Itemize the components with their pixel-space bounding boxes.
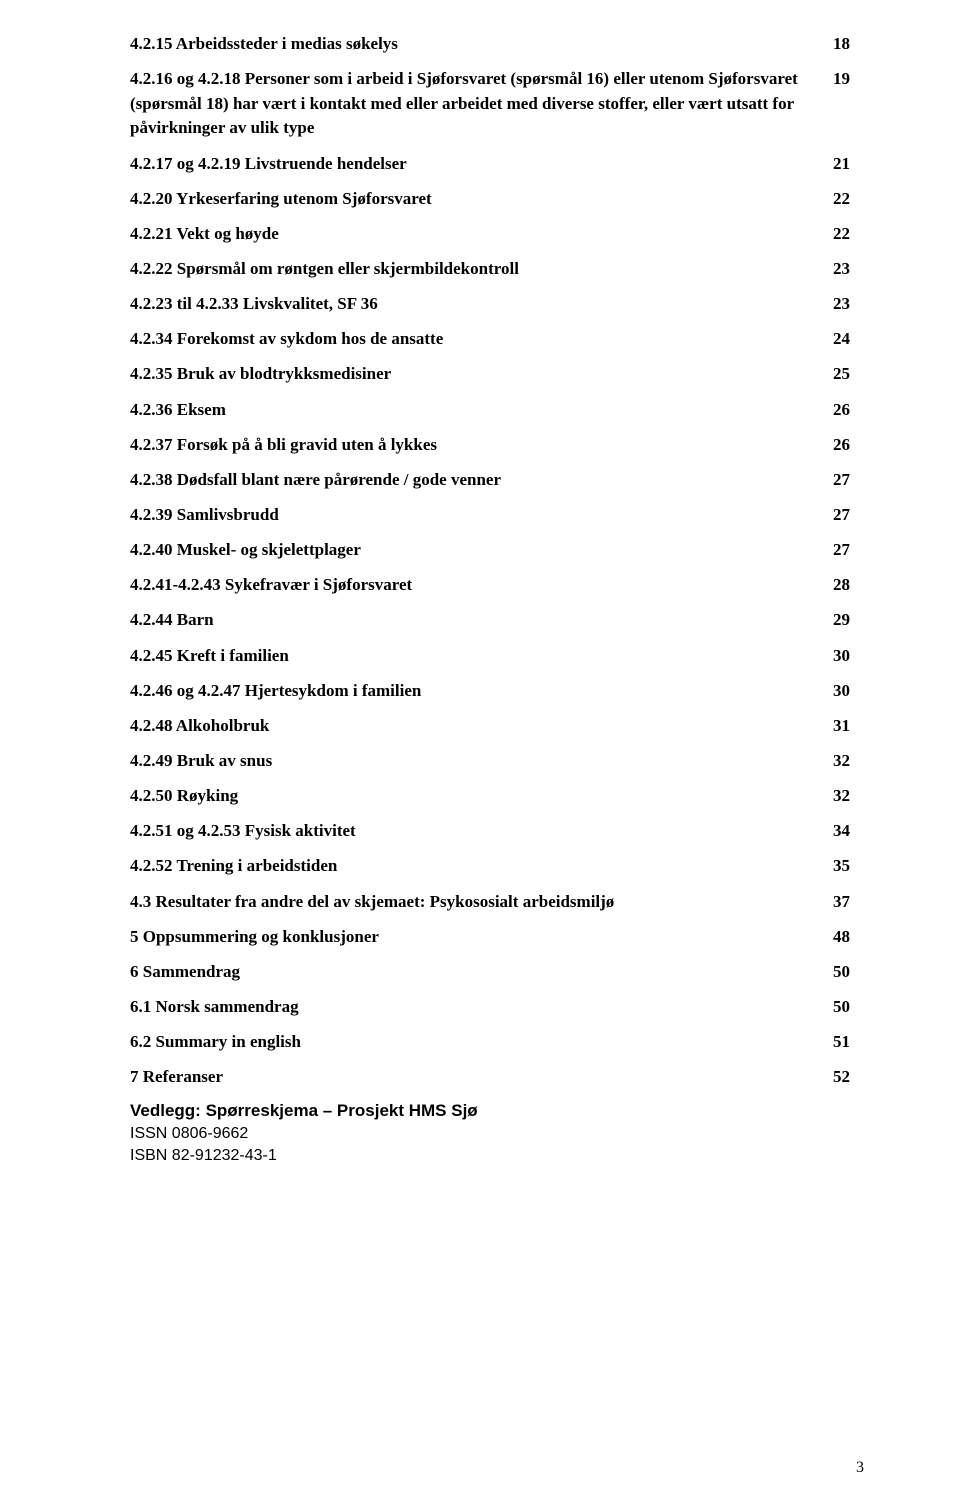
toc-entry-label: 4.2.40 Muskel- og skjelettplager [130,538,826,563]
toc-entry: 4.2.21 Vekt og høyde22 [130,222,850,247]
toc-entry: 4.2.45 Kreft i familien30 [130,644,850,669]
toc-entry-page: 30 [826,644,850,669]
toc-entry-page: 22 [826,222,850,247]
toc-entry-page: 26 [826,433,850,458]
toc-entry: 4.2.17 og 4.2.19 Livstruende hendelser21 [130,152,850,177]
toc-entry-label: 4.2.45 Kreft i familien [130,644,826,669]
toc-entry-label: 4.2.51 og 4.2.53 Fysisk aktivitet [130,819,826,844]
toc-entry: 4.2.39 Samlivsbrudd27 [130,503,850,528]
toc-entry: 4.2.22 Spørsmål om røntgen eller skjermb… [130,257,850,282]
toc-entry-label: 4.2.20 Yrkeserfaring utenom Sjøforsvaret [130,187,826,212]
toc-entry: 4.2.40 Muskel- og skjelettplager27 [130,538,850,563]
toc-entry: 4.2.50 Røyking32 [130,784,850,809]
toc-entry-label: 4.2.52 Trening i arbeidstiden [130,854,826,879]
toc-entry-page: 35 [826,854,850,879]
isbn-line: ISBN 82-91232-43-1 [130,1145,850,1167]
toc-entry-label: 4.2.17 og 4.2.19 Livstruende hendelser [130,152,826,177]
toc-entry-page: 19 [826,67,850,92]
toc-entry-label: 4.2.22 Spørsmål om røntgen eller skjermb… [130,257,826,282]
toc-entry-page: 22 [826,187,850,212]
toc-entry-label: 4.2.49 Bruk av snus [130,749,826,774]
toc-entry-label: 4.2.41-4.2.43 Sykefravær i Sjøforsvaret [130,573,826,598]
toc-entry-label: 6.2 Summary in english [130,1030,826,1055]
toc-entry-label: 6.1 Norsk sammendrag [130,995,826,1020]
toc-entry-page: 21 [826,152,850,177]
toc-entry-label: 4.2.38 Dødsfall blant nære pårørende / g… [130,468,826,493]
toc-entry: 4.2.15 Arbeidssteder i medias søkelys18 [130,32,850,57]
toc-entry-label: 4.2.15 Arbeidssteder i medias søkelys [130,32,826,57]
toc-entry: 4.2.49 Bruk av snus32 [130,749,850,774]
toc-entry: 4.2.41-4.2.43 Sykefravær i Sjøforsvaret2… [130,573,850,598]
toc-entry-label: 4.3 Resultater fra andre del av skjemaet… [130,890,826,915]
toc-entry-page: 31 [826,714,850,739]
toc-entry: 4.2.51 og 4.2.53 Fysisk aktivitet34 [130,819,850,844]
toc-entry: 4.2.52 Trening i arbeidstiden35 [130,854,850,879]
toc-entry: 4.2.46 og 4.2.47 Hjertesykdom i familien… [130,679,850,704]
toc-entry: 4.3 Resultater fra andre del av skjemaet… [130,890,850,915]
toc-entry-label: 4.2.44 Barn [130,608,826,633]
toc-entry-page: 18 [826,32,850,57]
toc-entry-page: 37 [826,890,850,915]
toc-entry-page: 24 [826,327,850,352]
toc-entry-page: 27 [826,503,850,528]
toc-entry-page: 52 [826,1065,850,1090]
toc-entry-page: 32 [826,749,850,774]
toc-entry-page: 26 [826,398,850,423]
toc-entry-label: 6 Sammendrag [130,960,826,985]
toc-entry-page: 50 [826,995,850,1020]
toc-entry-label: 4.2.50 Røyking [130,784,826,809]
toc-entry-label: 7 Referanser [130,1065,826,1090]
toc-entry-label: 4.2.37 Forsøk på å bli gravid uten å lyk… [130,433,826,458]
toc-entry-label: 4.2.21 Vekt og høyde [130,222,826,247]
toc-entry: 4.2.20 Yrkeserfaring utenom Sjøforsvaret… [130,187,850,212]
toc-entry-page: 27 [826,538,850,563]
toc-entry: 4.2.23 til 4.2.33 Livskvalitet, SF 3623 [130,292,850,317]
toc-entry-label: 4.2.23 til 4.2.33 Livskvalitet, SF 36 [130,292,826,317]
toc-entry-page: 50 [826,960,850,985]
toc-entry: 4.2.16 og 4.2.18 Personer som i arbeid i… [130,67,850,141]
toc-entry: 4.2.35 Bruk av blodtrykksmedisiner25 [130,362,850,387]
toc-entry-page: 30 [826,679,850,704]
toc-entry-label: 4.2.34 Forekomst av sykdom hos de ansatt… [130,327,826,352]
toc-entry-label: 5 Oppsummering og konklusjoner [130,925,826,950]
toc-entry-page: 27 [826,468,850,493]
toc-entry-page: 51 [826,1030,850,1055]
toc-entry-label: 4.2.36 Eksem [130,398,826,423]
toc-list: 4.2.15 Arbeidssteder i medias søkelys184… [130,32,850,1090]
toc-entry-page: 25 [826,362,850,387]
toc-entry: 4.2.34 Forekomst av sykdom hos de ansatt… [130,327,850,352]
toc-entry-label: 4.2.46 og 4.2.47 Hjertesykdom i familien [130,679,826,704]
toc-entry: 6.1 Norsk sammendrag50 [130,995,850,1020]
toc-entry: 4.2.44 Barn29 [130,608,850,633]
toc-entry-label: 4.2.35 Bruk av blodtrykksmedisiner [130,362,826,387]
toc-entry-label: 4.2.39 Samlivsbrudd [130,503,826,528]
toc-entry-page: 32 [826,784,850,809]
page-number: 3 [856,1459,864,1477]
toc-entry-page: 28 [826,573,850,598]
toc-entry: 4.2.36 Eksem26 [130,398,850,423]
toc-entry-page: 48 [826,925,850,950]
toc-entry-page: 23 [826,292,850,317]
toc-entry: 6.2 Summary in english51 [130,1030,850,1055]
toc-entry-page: 23 [826,257,850,282]
toc-entry: 6 Sammendrag50 [130,960,850,985]
toc-entry: 4.2.37 Forsøk på å bli gravid uten å lyk… [130,433,850,458]
issn-line: ISSN 0806-9662 [130,1123,850,1145]
toc-entry-page: 34 [826,819,850,844]
toc-entry: 4.2.48 Alkoholbruk31 [130,714,850,739]
appendix-title: Vedlegg: Spørreskjema – Prosjekt HMS Sjø [130,1100,850,1123]
toc-entry: 4.2.38 Dødsfall blant nære pårørende / g… [130,468,850,493]
toc-entry: 7 Referanser52 [130,1065,850,1090]
toc-entry: 5 Oppsummering og konklusjoner48 [130,925,850,950]
document-page: 4.2.15 Arbeidssteder i medias søkelys184… [0,0,960,1505]
toc-entry-label: 4.2.16 og 4.2.18 Personer som i arbeid i… [130,67,826,141]
toc-entry-page: 29 [826,608,850,633]
toc-entry-label: 4.2.48 Alkoholbruk [130,714,826,739]
